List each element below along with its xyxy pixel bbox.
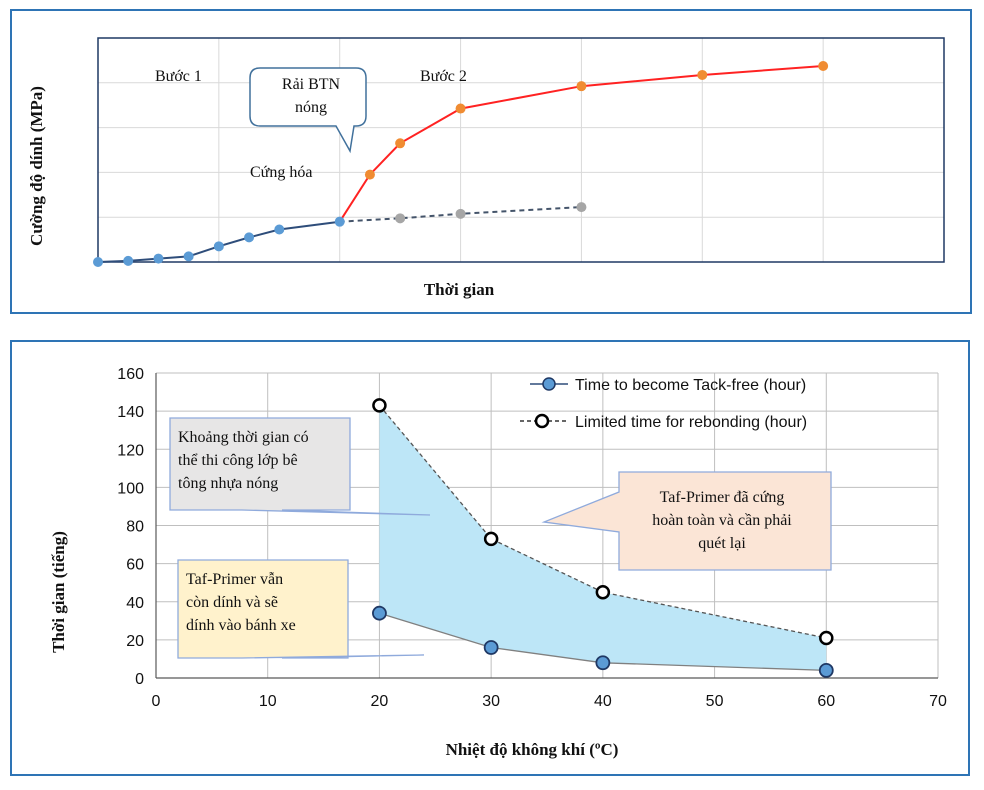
legend-label-rebonding: Limited time for rebonding (hour) <box>575 414 807 431</box>
y-tick-label: 20 <box>126 633 144 650</box>
series-line-tackfree <box>379 612 827 672</box>
series-lines <box>378 404 827 672</box>
x-tick-label: 20 <box>371 693 389 710</box>
callout-window-text: Khoảng thời gian có thể thi công lớp bê … <box>178 429 309 492</box>
data-point-initial <box>183 251 194 262</box>
data-point-rebonding <box>819 630 834 646</box>
data-point-initial <box>93 257 103 267</box>
series-points <box>93 61 829 267</box>
callout-box-window <box>169 417 431 516</box>
legend-marker-tackfree <box>542 377 556 391</box>
y-tick-label: 100 <box>117 480 144 497</box>
data-point-tackfree <box>595 655 611 671</box>
data-point-tackfree <box>372 605 387 621</box>
annotation-step1: Bước 1 <box>155 68 202 85</box>
data-point-rebonding <box>372 398 387 413</box>
x-tick-label: 0 <box>152 693 161 710</box>
tack-time-chart: 0 20 40 60 80 100 120 140 160 0 10 20 30 40 50 60 70 Thờ… <box>49 366 947 759</box>
y-axis-label: Cường độ dính (MPa) <box>27 86 46 246</box>
y-tick-label: 140 <box>117 404 144 421</box>
data-point-no-step2 <box>576 202 587 213</box>
data-point-step2 <box>818 61 829 71</box>
x-tick-label: 50 <box>706 693 724 710</box>
legend-label-tackfree: Time to become Tack-free (hour) <box>575 377 806 394</box>
series-line-initial <box>97 220 340 263</box>
data-point-step2 <box>364 169 375 180</box>
data-point-step2 <box>576 81 587 92</box>
data-point-rebonding <box>483 531 499 547</box>
grid <box>98 38 944 262</box>
x-tick-label: 60 <box>817 693 835 710</box>
callout-box-cured <box>541 471 832 571</box>
axes <box>155 373 938 679</box>
y-axis-label: Thời gian (tiếng) <box>49 531 68 653</box>
workable-window-area <box>379 405 827 671</box>
y-tick-label: 0 <box>135 671 144 688</box>
x-tick-label: 70 <box>929 693 947 710</box>
y-tick-label: 80 <box>126 519 144 536</box>
bond-strength-chart: Cường độ dính (MPa) Thời gian Bước 1 Bướ… <box>27 37 945 299</box>
legend: Time to become Tack-free (hour) Limited … <box>520 377 807 431</box>
chart-panel-tack-time: 0 20 40 60 80 100 120 140 160 0 10 20 30 40 50 60 70 Thờ… <box>10 340 970 776</box>
chart-panel-bond-strength: Cường độ dính (MPa) Thời gian Bước 1 Bướ… <box>10 9 972 314</box>
data-point-tackfree <box>818 662 834 678</box>
callout-cured-text: Taf-Primer đã cứng hoàn toàn và cần phải… <box>652 489 792 552</box>
tick-labels: 0 20 40 60 80 100 120 140 160 0 10 20 30 40 50 60 70 <box>117 366 947 710</box>
callouts <box>169 417 832 659</box>
x-tick-label: 40 <box>594 693 612 710</box>
x-tick-label: 30 <box>482 693 500 710</box>
series-line-rebonding <box>378 404 827 639</box>
x-axis-label: Thời gian <box>424 280 495 299</box>
y-tick-label: 160 <box>117 366 144 383</box>
data-point-initial <box>213 241 224 252</box>
data-point-initial <box>274 224 285 235</box>
annotation-step2: Bước 2 <box>420 68 467 85</box>
y-tick-label: 40 <box>126 595 144 612</box>
x-tick-label: 10 <box>259 693 277 710</box>
data-point-initial <box>334 216 345 227</box>
y-tick-label: 60 <box>126 557 144 574</box>
data-point-initial <box>123 255 134 266</box>
data-point-initial <box>244 232 255 243</box>
data-point-no-step2 <box>395 213 406 224</box>
data-point-tackfree <box>483 640 499 655</box>
data-point-step2 <box>455 103 466 114</box>
data-point-initial <box>153 253 164 264</box>
data-point-rebonding <box>595 584 611 600</box>
annotation-curing: Cứng hóa <box>250 164 312 181</box>
callout-bubble <box>249 67 367 154</box>
y-tick-label: 120 <box>117 442 144 459</box>
data-point-no-step2 <box>455 208 466 219</box>
callout-box-sticky <box>177 559 425 659</box>
x-axis-label: Nhiệt độ không khí (ºC) <box>446 740 619 759</box>
series-points <box>372 398 834 678</box>
data-point-step2 <box>395 138 406 149</box>
plot-area <box>97 37 945 263</box>
legend-marker-rebonding <box>534 413 550 429</box>
callout-sticky-text: Taf-Primer vẫn còn dính và sẽ dính vào b… <box>186 571 296 634</box>
series-line-no-step2 <box>339 206 582 223</box>
data-point-step2 <box>697 69 708 80</box>
callout-text: Rải BTN nóng <box>281 76 341 116</box>
